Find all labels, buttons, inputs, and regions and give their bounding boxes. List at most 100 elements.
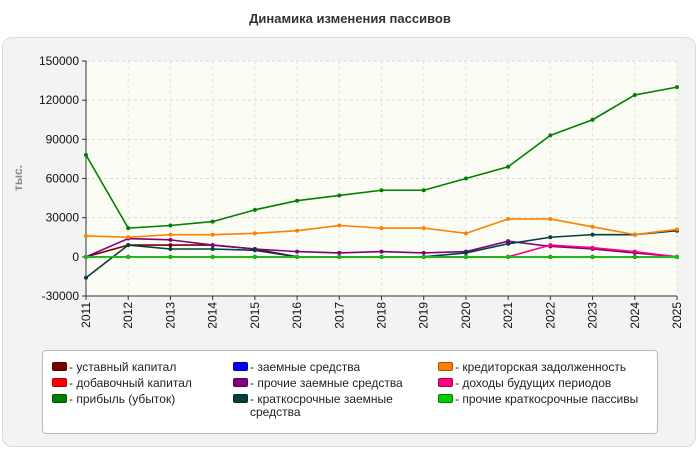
x-tick-label: 2023	[586, 302, 600, 329]
data-point	[84, 254, 88, 259]
x-tick-label: 2020	[459, 302, 473, 329]
legend-swatch	[52, 378, 67, 387]
data-point	[506, 164, 511, 169]
x-tick-label: 2011	[79, 302, 93, 328]
data-point	[126, 254, 131, 259]
legend-label: - краткосрочные заемные средства	[250, 392, 393, 419]
data-point	[590, 232, 595, 237]
data-point	[252, 248, 257, 253]
data-point	[168, 232, 173, 237]
x-tick-label: 2022	[543, 302, 557, 329]
data-point	[126, 243, 131, 248]
data-point	[84, 233, 88, 238]
data-point	[463, 254, 468, 259]
data-point	[421, 254, 426, 259]
data-point	[548, 133, 553, 138]
data-point	[632, 232, 637, 237]
legend-label: - доходы будущих периодов	[455, 376, 612, 390]
x-tick-label: 2012	[121, 302, 135, 329]
x-tick-label: 2018	[375, 302, 389, 329]
data-point	[463, 231, 468, 236]
legend-swatch	[52, 394, 67, 403]
data-point	[590, 245, 595, 250]
data-point	[675, 85, 679, 90]
data-point	[506, 241, 511, 246]
x-tick-label: 2024	[628, 302, 642, 329]
chart-legend: - уставный капитал - добавочный капитал - …	[42, 350, 658, 434]
legend-swatch	[438, 394, 453, 403]
chart-title: Динамика изменения пассивов	[249, 11, 451, 26]
data-point	[168, 223, 173, 228]
legend-label: - уставный капитал	[69, 360, 177, 374]
legend-label: - заемные средства	[250, 360, 361, 374]
data-point	[675, 227, 679, 232]
data-point	[421, 226, 426, 231]
legend-label: - кредиторская задолженность	[455, 360, 627, 374]
data-point	[590, 117, 595, 122]
legend-label: - прибыль (убыток)	[69, 392, 176, 406]
data-point	[210, 247, 215, 251]
data-point	[210, 219, 215, 224]
data-point	[379, 226, 384, 231]
data-point	[590, 254, 595, 259]
y-tick-label: 0	[72, 250, 79, 264]
data-point	[295, 228, 300, 233]
data-point	[590, 224, 595, 229]
data-point	[126, 235, 131, 240]
data-point	[675, 254, 679, 259]
data-point	[295, 254, 300, 259]
x-tick-label: 2013	[163, 302, 177, 329]
x-tick-label: 2014	[206, 302, 220, 329]
data-point	[506, 216, 511, 221]
x-tick-label: 2025	[670, 302, 684, 329]
data-point	[168, 247, 173, 251]
legend-label: - прочие заемные средства	[250, 376, 403, 390]
x-tick-label: 2016	[290, 302, 304, 329]
y-tick-label: 90000	[46, 132, 80, 146]
legend-swatch	[233, 394, 248, 403]
y-tick-label: 120000	[39, 93, 79, 107]
data-point	[632, 254, 637, 259]
data-point	[84, 153, 88, 157]
data-point	[252, 254, 257, 259]
y-tick-label: 60000	[46, 172, 80, 186]
legend-swatch	[438, 362, 453, 371]
data-point	[295, 249, 300, 254]
y-axis-label: тыс.	[11, 165, 25, 191]
data-point	[210, 254, 215, 259]
data-point	[295, 198, 300, 203]
data-point	[463, 250, 468, 255]
data-point	[168, 237, 173, 242]
data-point	[548, 235, 553, 240]
data-point	[168, 243, 173, 248]
legend-swatch	[233, 362, 248, 371]
data-point	[548, 243, 553, 248]
x-tick-label: 2021	[501, 302, 515, 329]
x-tick-label: 2017	[332, 302, 346, 329]
data-point	[252, 231, 257, 236]
data-point	[632, 249, 637, 254]
data-point	[463, 176, 468, 181]
legend-swatch	[52, 362, 67, 371]
data-point	[379, 188, 384, 193]
data-point	[252, 207, 257, 212]
y-tick-label: 150000	[39, 54, 79, 68]
legend-label: - добавочный капитал	[69, 376, 192, 390]
data-point	[84, 275, 88, 280]
data-point	[168, 254, 173, 259]
line-chart: -30000 0 30000 60000 90000 120000 150000 2011 2…	[11, 54, 684, 329]
data-point	[632, 92, 637, 97]
legend-swatch	[438, 378, 453, 387]
data-point	[210, 232, 215, 237]
data-point	[337, 254, 342, 259]
legend-label: - прочие краткосрочные пассивы	[455, 392, 639, 406]
data-point	[421, 188, 426, 193]
data-point	[379, 249, 384, 254]
data-point	[421, 250, 426, 255]
data-point	[210, 243, 215, 248]
data-point	[337, 250, 342, 255]
legend-swatch	[233, 378, 248, 387]
data-point	[548, 216, 553, 221]
x-tick-label: 2019	[417, 302, 431, 329]
data-point	[126, 226, 131, 231]
